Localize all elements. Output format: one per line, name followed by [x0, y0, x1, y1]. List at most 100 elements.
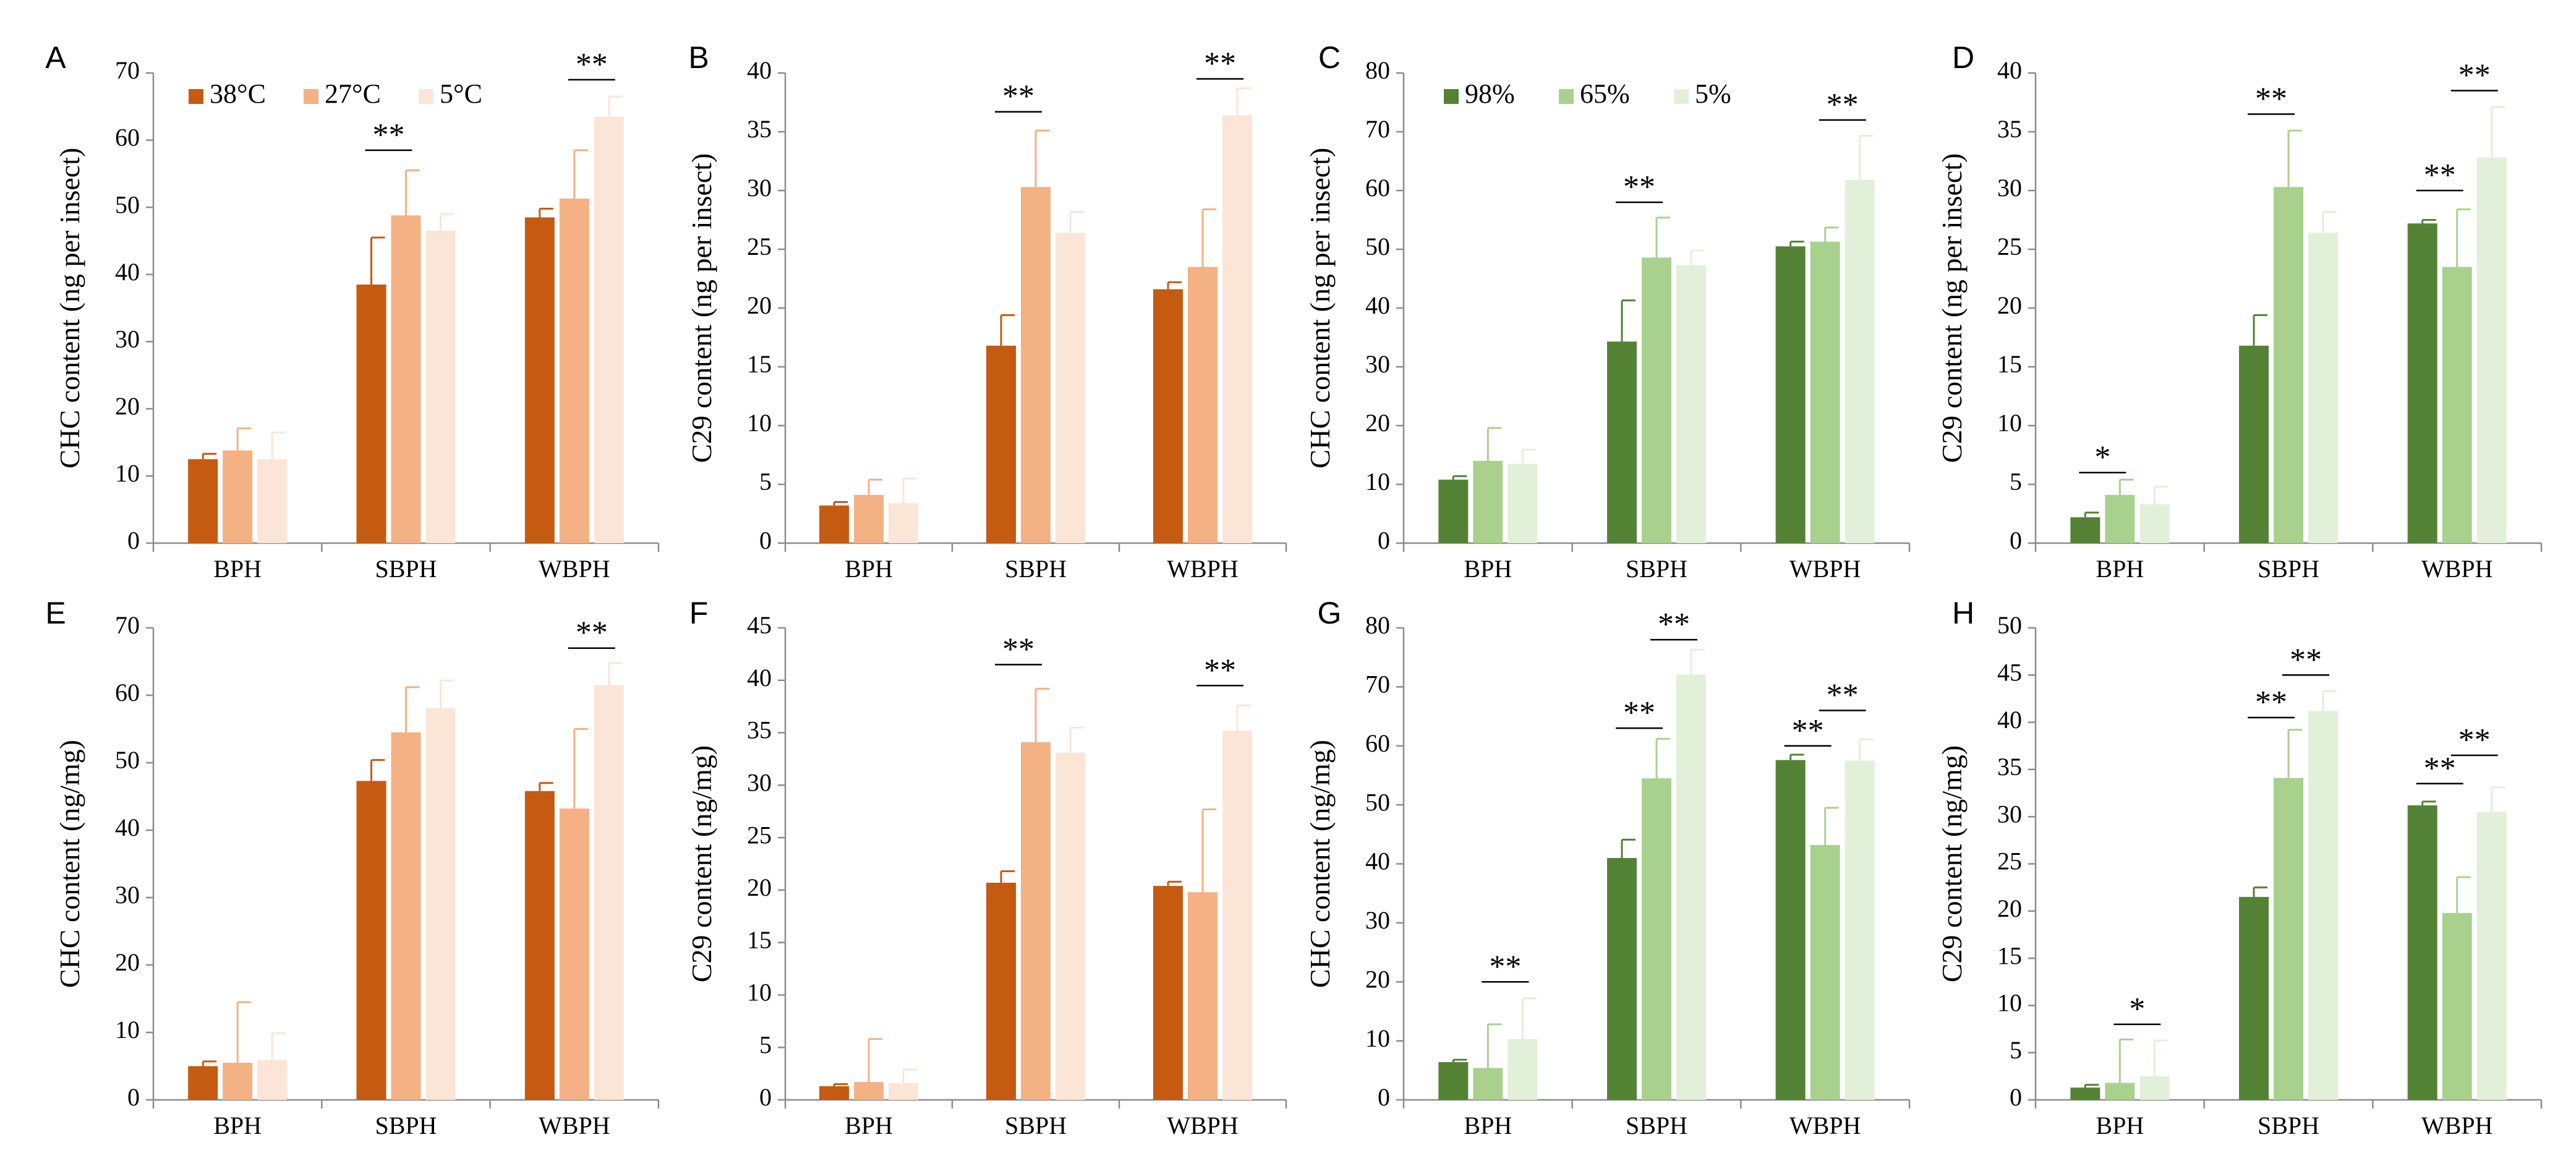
bar: [854, 495, 884, 543]
y-axis-title: CHC content (ng per insect): [54, 148, 85, 469]
y-tick-label: 30: [1997, 800, 2022, 828]
bar: [1845, 179, 1875, 543]
x-tick-label: SBPH: [375, 1112, 437, 1139]
bar: [2476, 812, 2507, 1100]
bar: [594, 116, 624, 544]
bar: [1188, 892, 1218, 1100]
y-tick-label: 0: [759, 1083, 772, 1111]
bar: [986, 883, 1016, 1100]
bar: [1438, 1062, 1469, 1100]
bar: [2105, 1083, 2135, 1100]
y-tick-label: 25: [1997, 847, 2022, 875]
y-tick-label: 40: [115, 813, 140, 841]
y-tick-label: 50: [1997, 611, 2022, 639]
x-tick-label: SBPH: [2258, 555, 2319, 583]
y-tick-label: 20: [747, 873, 772, 901]
y-tick-label: 40: [1997, 56, 2022, 84]
y-axis-title: CHC content (ng/mg): [1304, 740, 1336, 988]
bar: [2139, 504, 2170, 543]
y-tick-label: 25: [1997, 233, 2022, 260]
bar: [1810, 241, 1840, 543]
bar: [2239, 896, 2269, 1100]
legend-label: 5°C: [440, 79, 482, 109]
bar: [257, 459, 288, 543]
bar: [854, 1082, 884, 1100]
significance-marker: *: [2094, 440, 2110, 475]
panel-letter: B: [688, 40, 709, 75]
y-tick-label: 20: [747, 291, 772, 319]
y-tick-label: 10: [115, 460, 140, 487]
significance-marker: **: [1658, 607, 1690, 642]
bar: [1775, 246, 1806, 543]
y-tick-label: 35: [747, 115, 772, 143]
panel-letter: E: [45, 596, 66, 630]
panel-letter: G: [1318, 596, 1342, 630]
y-tick-label: 20: [115, 948, 140, 976]
y-tick-label: 0: [759, 526, 772, 554]
x-tick-label: SBPH: [375, 555, 437, 583]
bar: [889, 1083, 918, 1100]
legend-swatch: [1444, 89, 1459, 104]
bar: [2476, 157, 2507, 544]
bar: [2139, 1076, 2170, 1100]
bar: [2274, 778, 2303, 1100]
x-tick-label: BPH: [1464, 555, 1512, 583]
significance-marker: **: [1489, 949, 1521, 984]
legend-label: 65%: [1580, 79, 1630, 109]
y-tick-label: 10: [747, 409, 772, 437]
significance-marker: **: [1827, 678, 1859, 713]
y-tick-label: 30: [1365, 906, 1390, 934]
y-tick-label: 60: [1365, 174, 1390, 202]
bar: [1508, 1039, 1538, 1100]
x-tick-label: WBPH: [539, 555, 610, 583]
y-tick-label: 45: [1997, 658, 2022, 686]
x-tick-label: BPH: [213, 555, 262, 583]
y-tick-label: 50: [1365, 233, 1390, 260]
bar: [1021, 742, 1051, 1100]
y-tick-label: 20: [115, 392, 140, 420]
bar: [2407, 223, 2437, 543]
panel-letter: F: [689, 596, 709, 630]
y-axis-title: CHC content (ng/mg): [54, 740, 85, 988]
legend-swatch: [189, 89, 203, 104]
y-tick-label: 30: [747, 769, 772, 797]
legend-swatch: [1674, 89, 1689, 104]
y-axis-title: C29 content (ng/mg): [1936, 745, 1968, 982]
y-tick-label: 40: [747, 664, 772, 692]
legend-swatch: [304, 89, 318, 104]
legend-swatch: [1559, 89, 1574, 104]
y-tick-label: 30: [115, 325, 140, 353]
significance-marker: **: [1204, 653, 1236, 688]
legend-label: 27°C: [325, 79, 381, 109]
y-tick-label: 80: [1365, 611, 1390, 639]
y-tick-label: 5: [759, 1031, 772, 1058]
significance-marker: **: [576, 47, 608, 82]
y-tick-label: 0: [2010, 526, 2022, 554]
x-tick-label: WBPH: [1789, 1112, 1861, 1139]
y-axis-title: C29 content (ng/mg): [686, 745, 717, 982]
y-tick-label: 35: [1997, 115, 2022, 143]
bar: [425, 708, 456, 1100]
bar: [559, 199, 589, 543]
x-tick-label: WBPH: [539, 1112, 610, 1139]
y-tick-label: 0: [1378, 1083, 1390, 1111]
x-tick-label: WBPH: [1789, 555, 1861, 583]
panel-letter: H: [1952, 596, 1974, 630]
bar: [2308, 233, 2338, 543]
panel-letter: C: [1318, 40, 1341, 75]
bar: [2070, 517, 2100, 543]
x-tick-label: SBPH: [1005, 1112, 1067, 1139]
x-tick-label: WBPH: [1167, 555, 1239, 583]
significance-marker: **: [1623, 169, 1655, 205]
y-tick-label: 30: [747, 174, 772, 202]
y-tick-label: 40: [747, 56, 772, 84]
x-tick-label: BPH: [2096, 555, 2144, 583]
y-tick-label: 20: [1997, 291, 2022, 319]
significance-marker: **: [373, 118, 405, 153]
significance-marker: **: [1792, 713, 1824, 748]
significance-marker: **: [2255, 82, 2287, 117]
bar: [1222, 731, 1252, 1100]
y-tick-label: 10: [747, 979, 772, 1006]
significance-marker: **: [1623, 695, 1655, 731]
